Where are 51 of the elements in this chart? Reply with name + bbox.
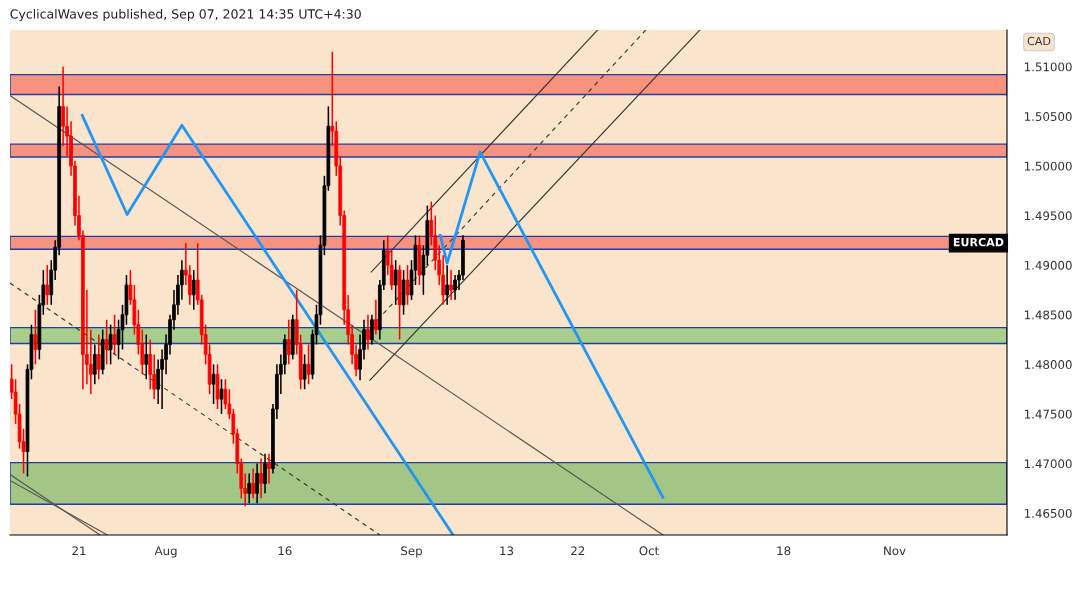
x-tick-label: 21 xyxy=(72,546,86,556)
x-tick-label: 16 xyxy=(278,546,292,556)
y-tick-label: 1.49500 xyxy=(1024,211,1072,221)
y-tick-label: 1.51000 xyxy=(1024,62,1072,72)
candlestick xyxy=(445,264,449,306)
candlestick xyxy=(453,274,457,301)
candlestick xyxy=(191,269,196,311)
candlestick xyxy=(45,264,50,306)
candlestick xyxy=(33,309,38,366)
chart-title: CyclicalWaves published, Sep 07, 2021 14:35 UTC+4:30 xyxy=(10,8,361,22)
candlestick xyxy=(255,462,259,505)
annotation: EURCAD xyxy=(953,237,1004,247)
candlestick xyxy=(263,452,267,495)
candlestick xyxy=(251,467,255,500)
y-tick-label: 1.47000 xyxy=(1024,459,1072,469)
candlestick xyxy=(259,457,263,500)
candlestick xyxy=(449,269,453,301)
y-tick-label: 1.50500 xyxy=(1024,112,1072,121)
x-tick-label: 22 xyxy=(571,546,585,556)
x-tick-label: Nov xyxy=(884,546,906,556)
y-tick-label: 1.48000 xyxy=(1024,360,1072,369)
candlestick xyxy=(219,378,224,415)
candlestick xyxy=(393,259,398,306)
candlestick xyxy=(306,343,311,385)
y-tick-label: 1.49000 xyxy=(1024,260,1072,270)
candlestick xyxy=(302,353,307,390)
candlestick xyxy=(96,333,101,380)
y-tick-label: 1.47500 xyxy=(1024,409,1072,419)
line-series xyxy=(80,113,455,535)
candlestick xyxy=(104,318,109,366)
x-tick-label: 18 xyxy=(777,546,791,556)
candlestick xyxy=(144,333,149,380)
y-tick-label: 1.46500 xyxy=(1024,508,1072,518)
candlestick xyxy=(286,318,291,366)
y-tick-label: 1.48500 xyxy=(1024,310,1072,320)
candlestick xyxy=(267,452,271,485)
candlestick xyxy=(370,313,374,346)
candlestick xyxy=(211,363,216,405)
y-tick-label: 1.50000 xyxy=(1024,161,1072,171)
candlestick xyxy=(108,323,113,366)
candlestick xyxy=(374,299,378,336)
candlestick xyxy=(405,264,410,306)
candlestick xyxy=(92,343,97,385)
x-tick-label: Aug xyxy=(154,546,177,558)
text: CAD xyxy=(1027,36,1051,46)
candlestick xyxy=(247,472,252,505)
x-tick-label: Oct xyxy=(639,546,659,556)
x-tick-label: Sep xyxy=(401,546,422,558)
candlestick xyxy=(366,313,370,351)
line-series xyxy=(438,150,665,499)
x-tick-label: 13 xyxy=(500,546,514,556)
